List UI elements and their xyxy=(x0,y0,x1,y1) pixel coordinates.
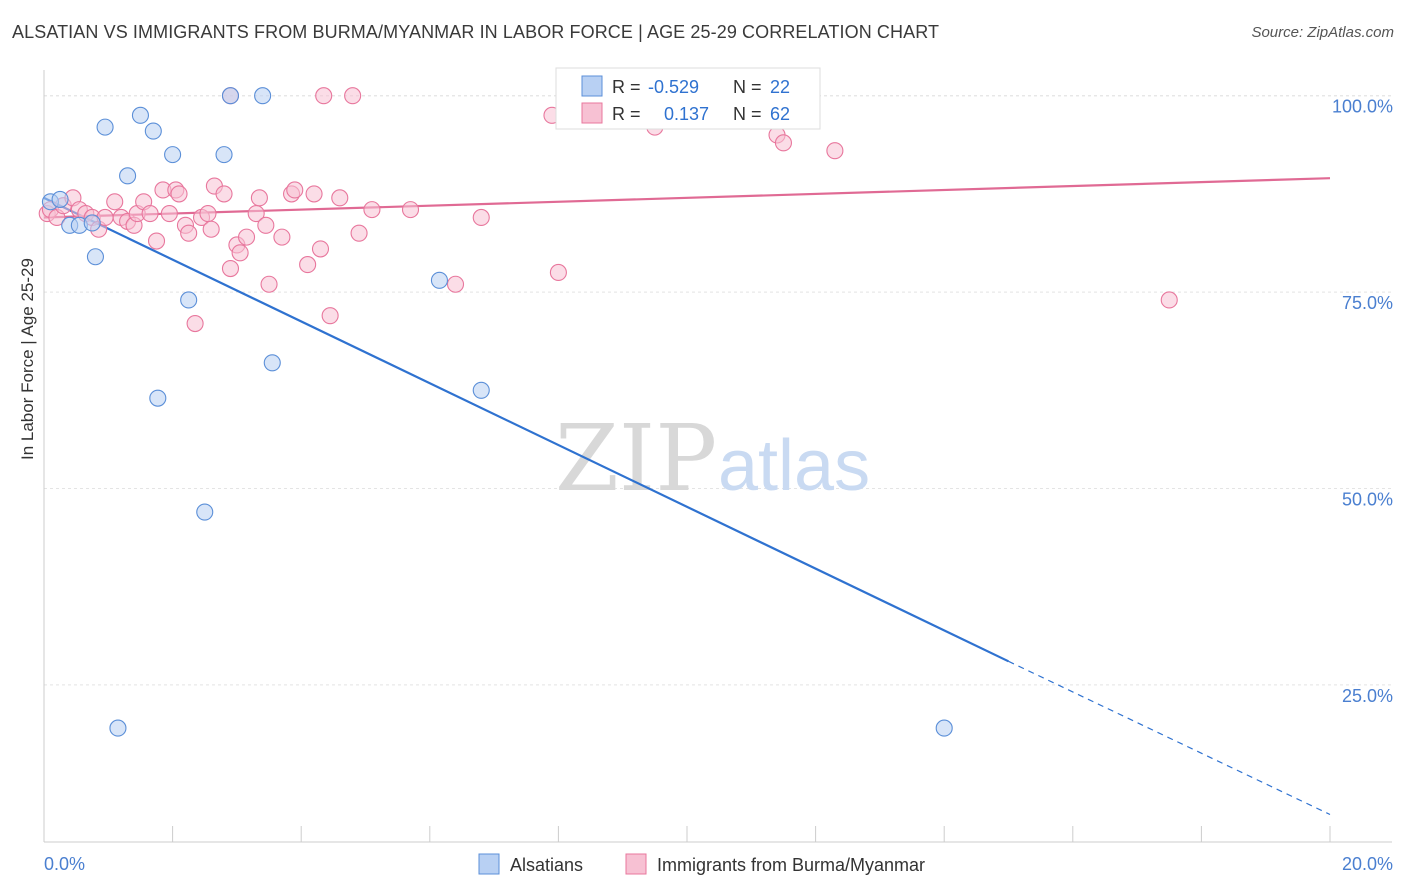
point-immigrants-58 xyxy=(774,134,793,152)
point-immigrants-44 xyxy=(321,307,339,325)
point-immigrants-16 xyxy=(141,204,159,223)
point-immigrants-49 xyxy=(446,275,465,293)
axes: 25.0% 50.0% 75.0% 100.0% 0.0% 20.0% xyxy=(43,70,1393,874)
point-immigrants-10 xyxy=(106,193,124,211)
legend-r-value-2: 0.137 xyxy=(664,104,709,124)
point-immigrants-24 xyxy=(186,314,204,333)
trend-line-alsatians-extension xyxy=(1008,660,1331,816)
point-alsatians-15 xyxy=(215,146,233,164)
y-tick-label-50: 50.0% xyxy=(1342,489,1393,509)
point-immigrants-43 xyxy=(311,240,330,258)
legend-swatch-immigrants xyxy=(625,853,647,875)
point-immigrants-36 xyxy=(257,216,275,234)
y-tick-label-100: 100.0% xyxy=(1332,97,1393,117)
point-immigrants-23 xyxy=(180,224,198,242)
point-immigrants-19 xyxy=(160,204,178,223)
point-immigrants-55 xyxy=(344,87,362,105)
point-alsatians-16 xyxy=(221,87,240,105)
point-immigrants-52 xyxy=(549,263,567,282)
point-immigrants-30 xyxy=(221,259,240,278)
point-immigrants-54 xyxy=(315,87,333,105)
point-alsatians-17 xyxy=(254,87,272,105)
source-label: Source: ZipAtlas.com xyxy=(1251,24,1394,41)
point-alsatians-5 xyxy=(86,248,104,266)
watermark: ZIP atlas xyxy=(555,405,870,512)
point-immigrants-42 xyxy=(305,185,323,203)
point-immigrants-50 xyxy=(472,208,490,227)
point-immigrants-26 xyxy=(199,204,217,223)
grid-lines xyxy=(44,95,1392,686)
point-alsatians-1 xyxy=(51,190,69,208)
point-immigrants-59 xyxy=(826,142,844,160)
point-alsatians-4 xyxy=(83,214,101,232)
point-immigrants-35 xyxy=(250,189,268,207)
correlation-legend: R = -0.529 N = 22 R = 0.137 N = 62 xyxy=(555,67,821,130)
point-immigrants-41 xyxy=(299,256,317,274)
legend-label-immigrants: Immigrants from Burma/Myanmar xyxy=(657,855,925,875)
point-immigrants-29 xyxy=(215,185,233,203)
point-alsatians-13 xyxy=(180,291,198,309)
trend-line-alsatians xyxy=(43,196,1009,663)
point-alsatians-8 xyxy=(119,167,137,185)
legend-n-value-2: 62 xyxy=(770,104,790,124)
point-alsatians-10 xyxy=(144,122,162,140)
legend-label-alsatians: Alsatians xyxy=(510,855,583,875)
point-immigrants-32 xyxy=(231,244,249,262)
point-alsatians-20 xyxy=(472,381,490,399)
point-immigrants-21 xyxy=(170,185,188,203)
legend-swatch-alsatians xyxy=(478,853,500,875)
legend-n-label-1: N = xyxy=(733,77,762,97)
legend-swatch-blue xyxy=(581,75,603,97)
point-immigrants-27 xyxy=(202,220,220,238)
point-immigrants-60 xyxy=(1160,291,1178,309)
point-immigrants-40 xyxy=(286,181,304,199)
y-tick-label-75: 75.0% xyxy=(1342,293,1393,313)
legend-n-label-2: N = xyxy=(733,104,762,124)
x-tick-label-20: 20.0% xyxy=(1342,854,1393,874)
point-alsatians-18 xyxy=(263,354,281,372)
point-immigrants-46 xyxy=(350,224,368,242)
point-immigrants-38 xyxy=(273,228,291,246)
point-alsatians-21 xyxy=(935,719,953,737)
y-tick-label-25: 25.0% xyxy=(1342,686,1393,706)
point-immigrants-37 xyxy=(260,275,278,293)
x-tick-label-0: 0.0% xyxy=(44,854,85,874)
watermark-zip: ZIP xyxy=(555,405,717,512)
legend-n-value-1: 22 xyxy=(770,77,790,97)
point-immigrants-17 xyxy=(147,232,166,250)
point-alsatians-6 xyxy=(96,118,114,136)
point-immigrants-47 xyxy=(363,201,381,219)
point-alsatians-19 xyxy=(430,271,448,289)
point-alsatians-14 xyxy=(196,503,214,521)
legend-r-label-2: R = xyxy=(612,104,641,124)
point-alsatians-12 xyxy=(164,146,182,164)
series-legend: Alsatians Immigrants from Burma/Myanmar xyxy=(478,853,925,875)
legend-r-label-1: R = xyxy=(612,77,641,97)
point-alsatians-7 xyxy=(109,719,127,737)
point-alsatians-11 xyxy=(149,389,167,407)
data-points xyxy=(38,87,1178,737)
legend-swatch-pink xyxy=(581,102,603,124)
point-alsatians-9 xyxy=(131,106,149,124)
point-immigrants-33 xyxy=(237,228,256,246)
point-immigrants-45 xyxy=(331,189,349,207)
legend-r-value-1: -0.529 xyxy=(648,77,699,97)
watermark-atlas: atlas xyxy=(718,426,870,506)
chart-title: ALSATIAN VS IMMIGRANTS FROM BURMA/MYANMA… xyxy=(12,22,940,42)
trend-line-immigrants xyxy=(43,177,1331,219)
point-immigrants-48 xyxy=(401,201,420,219)
